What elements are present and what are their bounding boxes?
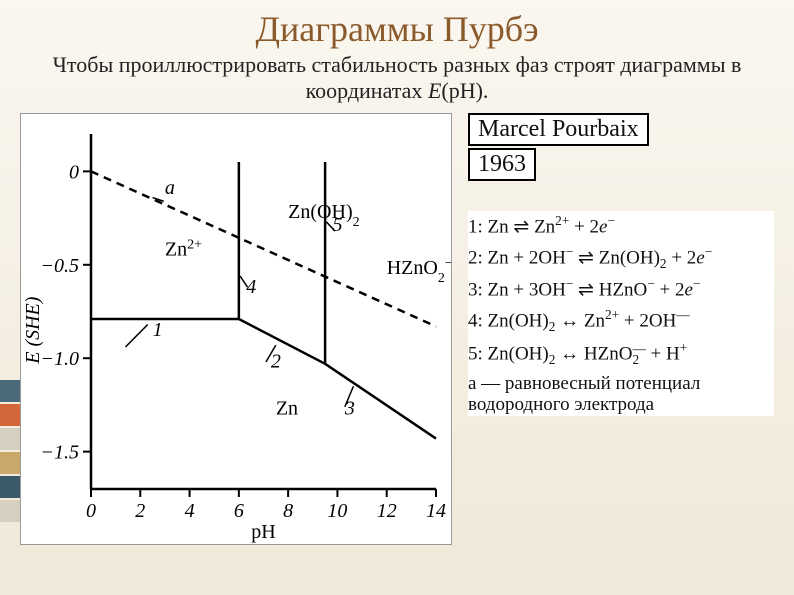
reaction-1: 1: Zn ⇌ Zn2+ + 2e− bbox=[468, 211, 774, 242]
subtitle-text: Чтобы проиллюстрировать стабильность раз… bbox=[53, 52, 742, 103]
reaction-5: 5: Zn(OH)2 ↔ HZnO—2 + H+ bbox=[468, 338, 774, 371]
svg-text:−1.5: −1.5 bbox=[41, 441, 80, 463]
svg-text:−1.0: −1.0 bbox=[41, 348, 80, 370]
svg-text:HZnO2−: HZnO2− bbox=[387, 255, 451, 285]
reaction-2: 2: Zn + 2OH− ⇌ Zn(OH)2 + 2e− bbox=[468, 242, 774, 275]
subtitle-tail: (pH). bbox=[441, 78, 488, 103]
svg-text:Zn: Zn bbox=[276, 397, 298, 419]
pourbaix-chart: 02468101214−1.5−1.0−0.50pHE (SHE)Zn2+Zn(… bbox=[20, 113, 452, 545]
side-panel: Marcel Pourbaix 1963 1: Zn ⇌ Zn2+ + 2e− … bbox=[452, 113, 774, 545]
svg-text:3: 3 bbox=[344, 397, 355, 419]
svg-text:4: 4 bbox=[185, 500, 195, 522]
svg-text:−0.5: −0.5 bbox=[41, 255, 80, 277]
subtitle-E: E bbox=[428, 78, 441, 103]
reaction-3: 3: Zn + 3OH− ⇌ HZnO− + 2e− bbox=[468, 274, 774, 305]
svg-text:1: 1 bbox=[153, 319, 163, 341]
svg-text:pH: pH bbox=[251, 521, 275, 543]
author-box: Marcel Pourbaix bbox=[468, 113, 649, 146]
reactions-list: 1: Zn ⇌ Zn2+ + 2e− 2: Zn + 2OH− ⇌ Zn(OH)… bbox=[468, 211, 774, 416]
svg-text:0: 0 bbox=[86, 500, 96, 522]
svg-text:0: 0 bbox=[69, 161, 79, 183]
slide-title: Диаграммы Пурбэ bbox=[0, 0, 794, 50]
reaction-a: a — равновесный потенциал водородного эл… bbox=[468, 373, 774, 417]
svg-text:14: 14 bbox=[426, 500, 446, 522]
svg-text:4: 4 bbox=[246, 276, 256, 298]
svg-text:Zn2+: Zn2+ bbox=[165, 237, 202, 261]
slide-subtitle: Чтобы проиллюстрировать стабильность раз… bbox=[0, 50, 794, 113]
svg-text:10: 10 bbox=[327, 500, 347, 522]
year-box: 1963 bbox=[468, 148, 536, 181]
svg-text:2: 2 bbox=[135, 500, 145, 522]
chart-svg: 02468101214−1.5−1.0−0.50pHE (SHE)Zn2+Zn(… bbox=[21, 114, 451, 544]
reaction-4: 4: Zn(OH)2 ↔ Zn2+ + 2OH— bbox=[468, 305, 774, 338]
svg-text:E (SHE): E (SHE) bbox=[22, 296, 44, 365]
svg-text:a: a bbox=[165, 177, 175, 199]
svg-text:2: 2 bbox=[271, 350, 281, 372]
svg-text:8: 8 bbox=[283, 500, 293, 522]
slide: Диаграммы Пурбэ Чтобы проиллюстрировать … bbox=[0, 0, 794, 595]
svg-text:6: 6 bbox=[234, 500, 244, 522]
svg-text:12: 12 bbox=[377, 500, 397, 522]
svg-text:5: 5 bbox=[333, 214, 343, 236]
content-row: 02468101214−1.5−1.0−0.50pHE (SHE)Zn2+Zn(… bbox=[0, 113, 794, 545]
